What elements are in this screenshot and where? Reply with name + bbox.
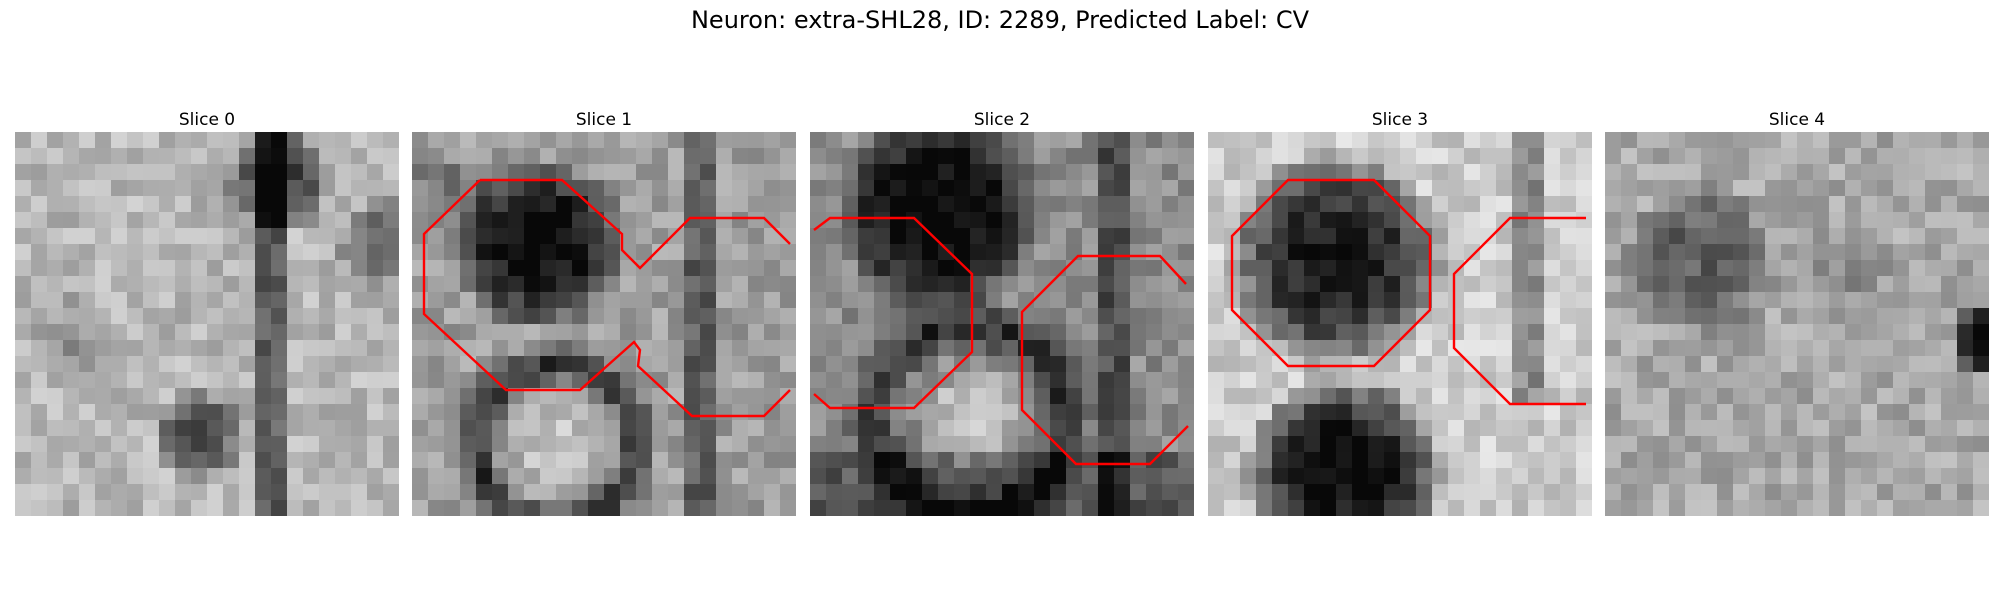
slice-mosaic-2 [810,132,1194,516]
slice-title-2: Slice 2 [973,110,1031,130]
contour-1a [480,178,791,270]
contour-2b [1020,254,1189,466]
slice-image-2 [810,132,1194,516]
slice-panel-1: Slice 1 [412,108,796,516]
slice-title-0: Slice 0 [178,110,236,130]
slice-panel-2: Slice 2 [810,108,1194,516]
slice-image-1 [412,132,796,516]
slice-mosaic-0 [15,132,399,516]
contour-3a [1230,178,1432,368]
slice-mosaic-4 [1605,132,1989,516]
slice-mosaic-3 [1208,132,1592,516]
slice-panel-4: Slice 4 [1605,108,1989,516]
slice-panel-0: Slice 0 [15,108,399,516]
contour-2a [813,216,974,410]
slice-title-4: Slice 4 [1768,110,1826,130]
slice-image-0 [15,132,399,516]
contour-3b [1452,216,1586,406]
contour-1b [422,179,791,418]
slice-panel-3: Slice 3 [1208,108,1592,516]
figure-title: Neuron: extra-SHL28, ID: 2289, Predicted… [690,6,1310,34]
slice-title-1: Slice 1 [575,110,633,130]
slice-image-4 [1605,132,1989,516]
slice-image-3 [1208,132,1592,516]
slice-title-3: Slice 3 [1371,110,1429,130]
